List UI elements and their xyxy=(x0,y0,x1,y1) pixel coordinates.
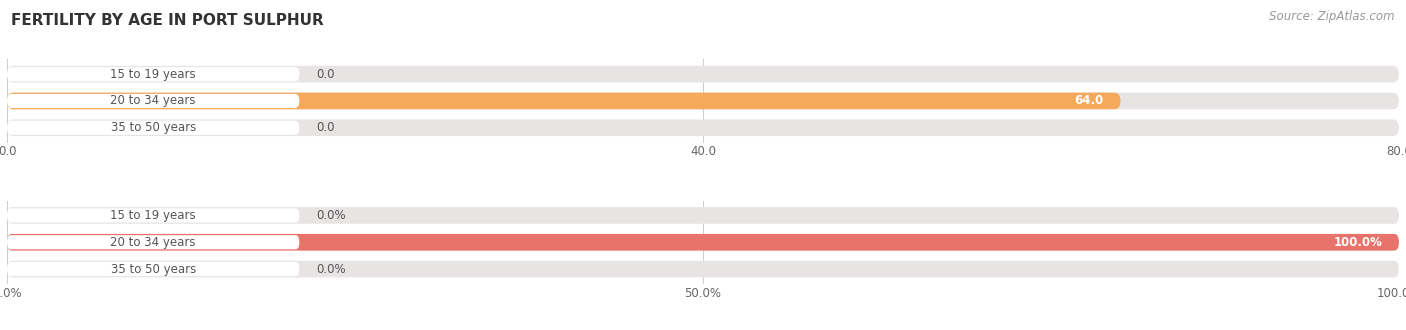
Text: 15 to 19 years: 15 to 19 years xyxy=(111,68,195,81)
Text: 0.0: 0.0 xyxy=(316,121,335,134)
Text: FERTILITY BY AGE IN PORT SULPHUR: FERTILITY BY AGE IN PORT SULPHUR xyxy=(11,13,323,28)
Text: 15 to 19 years: 15 to 19 years xyxy=(111,209,195,222)
FancyBboxPatch shape xyxy=(7,93,1121,109)
FancyBboxPatch shape xyxy=(7,207,1399,224)
Text: 64.0: 64.0 xyxy=(1074,94,1104,108)
Text: Source: ZipAtlas.com: Source: ZipAtlas.com xyxy=(1270,10,1395,23)
FancyBboxPatch shape xyxy=(7,119,1399,136)
FancyBboxPatch shape xyxy=(7,234,1399,250)
Text: 35 to 50 years: 35 to 50 years xyxy=(111,121,195,134)
Text: 0.0: 0.0 xyxy=(316,68,335,81)
FancyBboxPatch shape xyxy=(7,262,299,276)
FancyBboxPatch shape xyxy=(7,94,299,108)
Text: 35 to 50 years: 35 to 50 years xyxy=(111,263,195,276)
FancyBboxPatch shape xyxy=(7,261,1399,278)
FancyBboxPatch shape xyxy=(7,121,299,135)
Text: 20 to 34 years: 20 to 34 years xyxy=(111,94,195,108)
Text: 0.0%: 0.0% xyxy=(316,209,346,222)
FancyBboxPatch shape xyxy=(7,208,299,222)
FancyBboxPatch shape xyxy=(7,234,1399,250)
FancyBboxPatch shape xyxy=(7,93,1399,109)
FancyBboxPatch shape xyxy=(7,66,1399,82)
Text: 20 to 34 years: 20 to 34 years xyxy=(111,236,195,249)
FancyBboxPatch shape xyxy=(7,235,299,249)
Text: 100.0%: 100.0% xyxy=(1333,236,1382,249)
FancyBboxPatch shape xyxy=(7,67,299,81)
Text: 0.0%: 0.0% xyxy=(316,263,346,276)
